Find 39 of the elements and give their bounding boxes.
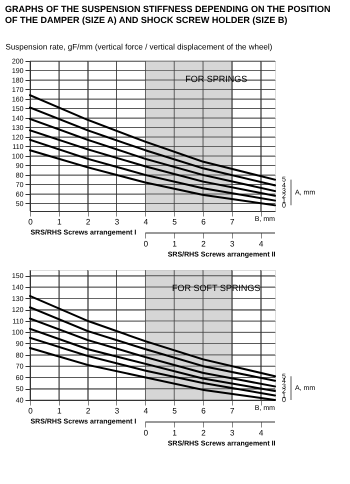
line-series [29, 94, 276, 181]
x-tick-label: 5 [172, 218, 178, 226]
x2-tick-label: 0 [144, 240, 149, 248]
x-tick-label: 0 [28, 406, 34, 416]
x-tick-label: 3 [114, 218, 120, 226]
line-series [29, 306, 276, 382]
x2-tick-label: 1 [172, 428, 178, 438]
x-tick-label: 1 [57, 406, 62, 416]
line-series [29, 149, 276, 206]
line-series [29, 318, 276, 388]
x2-tick-label: 1 [172, 240, 178, 248]
x-tick-label: 7 [230, 218, 236, 226]
chart-title: GRAPHS OF THE SUSPENSION STIFFNESS DEPENDING ON THE POSITION OF THE DAMPER (SIZE A) AND SHOCK SCREW HOLDER (SIZE B) [5, 4, 331, 25]
x-tick-label: 2 [86, 218, 91, 226]
x-tick-label: 2 [86, 406, 91, 416]
x-tick-label: 0 [28, 218, 34, 226]
line-series [29, 328, 276, 392]
x-tick-label: 5 [172, 406, 178, 416]
x-tick-label: 3 [114, 406, 120, 416]
x-tick-label: 4 [144, 218, 149, 226]
x2-tick-label: 0 [144, 428, 149, 438]
x2-tick-label: 2 [201, 428, 206, 438]
x2-tick-label: 3 [230, 428, 236, 438]
line-series [29, 295, 276, 378]
x-tick-label: 1 [57, 218, 62, 226]
line-series [29, 138, 276, 202]
x-tick-label: 6 [201, 218, 206, 226]
x2-tick-label: 2 [201, 240, 206, 248]
line-series [29, 118, 276, 192]
x2-tick-label: 4 [258, 428, 264, 438]
y-axis-title: Suspension rate, gF/mm (vertical force / vertical displacement of the wheel) [6, 42, 273, 52]
x2-tick-label: 4 [258, 240, 264, 248]
x-tick-label: 7 [230, 406, 236, 416]
line-series [29, 336, 276, 396]
x-tick-label: 4 [144, 406, 149, 416]
line-series [29, 106, 276, 186]
x2-tick-label: 3 [230, 240, 236, 248]
x-tick-label: 6 [201, 406, 206, 416]
line-series [29, 129, 276, 197]
